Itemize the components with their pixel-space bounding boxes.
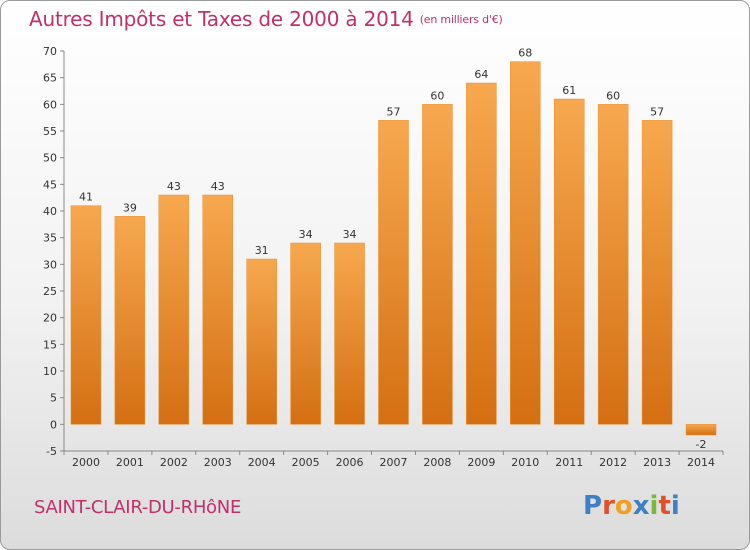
bar (334, 242, 365, 425)
bar (510, 61, 541, 425)
data-label: 57 (387, 105, 401, 118)
x-tick-label: 2011 (555, 456, 583, 469)
y-tick-label: 5 (50, 392, 57, 405)
x-tick-label: 2012 (599, 456, 627, 469)
data-label: 39 (123, 201, 137, 214)
y-tick-label: -5 (46, 445, 57, 458)
y-tick-label: 25 (43, 285, 57, 298)
data-label: 64 (474, 68, 488, 81)
x-tick-label: 2014 (687, 456, 715, 469)
y-tick-label: 50 (43, 152, 57, 165)
logo-letter: r (602, 491, 615, 521)
bar (290, 242, 321, 425)
data-labels: 41 39 43 43 31 34 34 57 60 64 68 61 60 57 -2 (79, 47, 707, 451)
y-tick-label: 70 (43, 45, 57, 58)
chart-title-unit: (en milliers d'€) (419, 13, 503, 26)
axes: -5 0 5 10 15 20 25 30 35 40 45 50 55 60 65 70 2000 2001 20… (43, 45, 724, 469)
bar (422, 104, 453, 425)
logo-letter: t (658, 491, 671, 521)
data-label: 43 (211, 180, 225, 193)
bar (70, 205, 102, 425)
x-tick-label: 2000 (72, 456, 100, 469)
bar (641, 120, 673, 425)
data-label: 68 (518, 47, 532, 60)
y-tick-label: 40 (43, 205, 57, 218)
y-tick-label: 20 (43, 312, 57, 325)
data-label: 41 (79, 191, 93, 204)
bar (158, 194, 190, 425)
x-tick-label: 2001 (116, 456, 144, 469)
data-label: 34 (299, 228, 313, 241)
x-tick-label: 2004 (248, 456, 276, 469)
chart-title: Autres Impôts et Taxes de 2000 à 2014 (en… (29, 7, 503, 31)
proxiti-logo: Proxiti (583, 491, 680, 521)
x-tick-label: 2005 (292, 456, 320, 469)
data-label: 31 (255, 244, 269, 257)
y-tick-label: 35 (43, 232, 57, 245)
y-tick-label: 45 (43, 178, 57, 191)
y-tick-label: 60 (43, 98, 57, 111)
bar (685, 424, 717, 436)
bar (202, 194, 234, 425)
data-label: 60 (606, 89, 620, 102)
commune-name: SAINT-CLAIR-DU-RHôNE (34, 497, 242, 518)
x-tick-label: 2003 (204, 456, 232, 469)
x-tick-label: 2013 (643, 456, 671, 469)
data-label: -2 (696, 438, 707, 451)
bar (114, 216, 146, 425)
logo-letter: i (649, 491, 659, 521)
data-label: 60 (430, 89, 444, 102)
y-tick-label: 0 (50, 418, 57, 431)
y-tick-label: 65 (43, 72, 57, 85)
x-tick-label: 2002 (160, 456, 188, 469)
logo-letter: x (632, 491, 650, 521)
data-label: 34 (343, 228, 357, 241)
x-tick-label: 2009 (467, 456, 495, 469)
bar (378, 120, 409, 425)
x-tick-label: 2008 (423, 456, 451, 469)
logo-letter: o (614, 491, 633, 521)
bar (466, 82, 497, 425)
data-label: 43 (167, 180, 181, 193)
y-tick-label: 55 (43, 125, 57, 138)
bar (553, 98, 585, 425)
logo-letter: i (670, 491, 680, 521)
bars (70, 61, 717, 436)
y-tick-label: 10 (43, 365, 57, 378)
logo-letter: P (583, 491, 603, 521)
bar (246, 258, 277, 425)
chart-title-text: Autres Impôts et Taxes de 2000 à 2014 (29, 7, 414, 31)
y-tick-label: 15 (43, 338, 57, 351)
x-tick-label: 2006 (336, 456, 364, 469)
data-label: 57 (650, 105, 664, 118)
x-tick-label: 2010 (511, 456, 539, 469)
bar (597, 104, 629, 425)
y-tick-label: 30 (43, 258, 57, 271)
data-label: 61 (562, 84, 576, 97)
x-tick-label: 2007 (380, 456, 408, 469)
